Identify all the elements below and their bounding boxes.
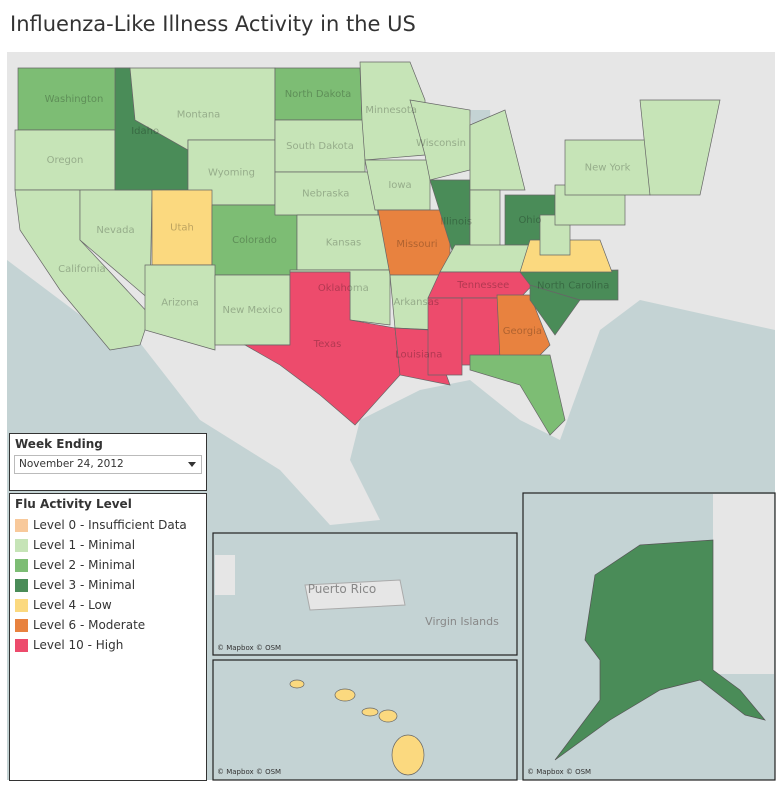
state-label: Nebraska	[302, 189, 349, 200]
alaska	[554, 539, 766, 761]
state	[469, 354, 566, 436]
state-label: New York	[585, 163, 631, 174]
state-label: Arkansas	[393, 297, 439, 308]
legend-item: Level 3 - Minimal	[15, 575, 206, 595]
filter-panel: Week Ending November 24, 2012	[9, 433, 207, 491]
state-label: Wisconsin	[416, 138, 466, 149]
state	[639, 99, 721, 196]
island	[289, 679, 305, 689]
legend-label: Level 2 - Minimal	[33, 558, 136, 572]
legend-item: Level 0 - Insufficient Data	[15, 515, 206, 535]
state-label: Arizona	[161, 298, 199, 309]
state-label: Oregon	[47, 155, 84, 166]
state-label: Montana	[177, 109, 221, 120]
state-label: New Mexico	[223, 305, 283, 316]
legend-label: Level 0 - Insufficient Data	[33, 518, 187, 532]
land	[304, 579, 406, 611]
state-label: California	[58, 264, 106, 275]
state	[469, 109, 526, 191]
filter-label: Week Ending	[15, 437, 103, 451]
legend-label: Level 3 - Minimal	[33, 578, 136, 592]
legend-item: Level 1 - Minimal	[15, 535, 206, 555]
inset-label: Virgin Islands	[425, 615, 499, 628]
island	[378, 709, 398, 723]
legend-label: Level 10 - High	[33, 638, 124, 652]
state-label: Illinois	[440, 216, 472, 227]
island	[334, 688, 356, 702]
state-label: Louisiana	[395, 350, 442, 361]
state	[409, 99, 471, 181]
legend-swatch	[15, 598, 28, 612]
attribution: © Mapbox © OSM	[217, 768, 281, 776]
canada	[713, 494, 774, 674]
state-label: Wyoming	[208, 168, 255, 179]
legend-swatch	[15, 518, 28, 532]
legend-item: Level 6 - Moderate	[15, 615, 206, 635]
legend-item: Level 4 - Low	[15, 595, 206, 615]
legend-swatch	[15, 578, 28, 592]
state	[243, 271, 401, 426]
state-label: Kansas	[326, 238, 361, 249]
state-label: Nevada	[96, 225, 134, 236]
state-label: Oklahoma	[318, 283, 369, 294]
state	[496, 294, 551, 361]
state-label: Utah	[170, 223, 194, 234]
legend-title: Flu Activity Level	[15, 497, 132, 511]
state-label: Missouri	[396, 239, 437, 250]
legend-swatch	[15, 618, 28, 632]
state-label: North Dakota	[285, 89, 352, 100]
week-dropdown[interactable]: November 24, 2012	[14, 455, 202, 474]
legend-label: Level 6 - Moderate	[33, 618, 146, 632]
legend-label: Level 4 - Low	[33, 598, 112, 612]
state-label: Minnesota	[365, 105, 417, 116]
state-label: Iowa	[388, 180, 411, 191]
state-label: Texas	[313, 339, 342, 350]
state-label: Washington	[45, 94, 104, 105]
attribution: © Mapbox © OSM	[217, 644, 281, 652]
legend: Flu Activity Level Level 0 - Insufficien…	[9, 493, 207, 781]
legend-swatch	[15, 538, 28, 552]
island	[361, 707, 379, 717]
inset-label: Puerto Rico	[308, 582, 376, 596]
state-label: North Carolina	[537, 280, 609, 291]
island	[391, 734, 425, 776]
legend-label: Level 1 - Minimal	[33, 538, 136, 552]
land	[215, 555, 235, 595]
state	[427, 297, 463, 376]
state-label: Ohio	[518, 215, 541, 226]
state-label: Idaho	[131, 126, 159, 137]
inset-hawaii	[212, 659, 518, 781]
legend-item: Level 2 - Minimal	[15, 555, 206, 575]
legend-swatch	[15, 558, 28, 572]
legend-swatch	[15, 638, 28, 652]
state-label: Tennessee	[456, 280, 509, 291]
state-label: Georgia	[503, 326, 542, 337]
state	[144, 264, 216, 351]
state-label: Colorado	[232, 235, 277, 246]
legend-item: Level 10 - High	[15, 635, 206, 655]
attribution: © Mapbox © OSM	[527, 768, 591, 776]
state-label: South Dakota	[286, 141, 354, 152]
title: Influenza-Like Illness Activity in the U…	[10, 12, 416, 36]
state	[469, 189, 501, 251]
